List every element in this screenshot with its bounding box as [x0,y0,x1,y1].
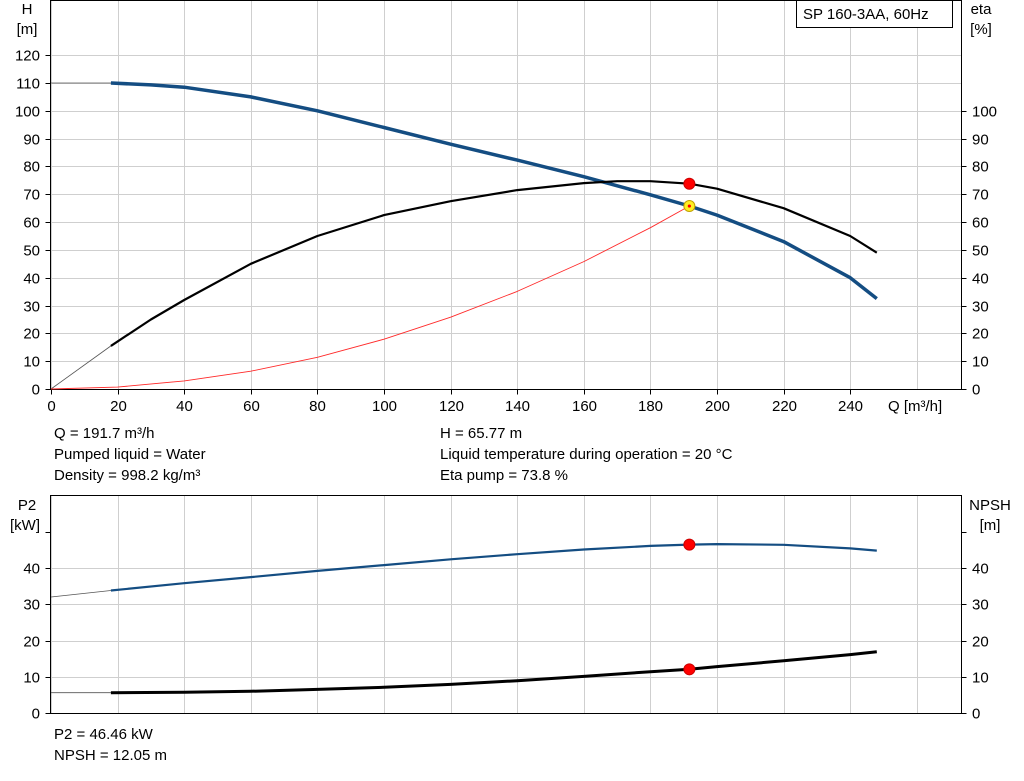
y-left-tick-label: 70 [23,187,40,204]
y-left-tick-label-bottom: 30 [23,597,40,614]
info-h: H = 65.77 m [440,425,523,442]
curve-eta-extension [50,345,112,390]
y-left-tick-label: 100 [15,104,40,121]
y-left-tick-label-bottom: 20 [23,634,40,651]
y-left-tick-label: 110 [16,76,40,93]
y-right-axis-label: eta [971,1,993,18]
y-right-tick-label-bottom: 0 [972,706,980,723]
y-left-tick-label-bottom: 10 [23,670,40,687]
y-left-tick-label-bottom: 0 [32,706,40,723]
y-right-tick-label: 70 [972,187,989,204]
y-left-tick-label: 90 [23,132,40,149]
y-left-axis-unit: [m] [17,21,38,38]
x-tick-label: 240 [838,398,863,415]
y-right-tick-label-bottom: 20 [972,634,989,651]
info-eta-pump: Eta pump = 73.8 % [440,467,568,484]
y-left-tick-label: 120 [15,48,40,65]
y-left-tick-label: 40 [23,271,40,288]
y-left-tick-label-bottom: 40 [23,561,40,578]
x-tick-label: 80 [309,398,326,415]
y-right-tick-label: 100 [972,104,997,121]
x-tick-label: 200 [705,398,730,415]
y-right-tick-label: 50 [972,243,989,260]
y-right-tick-label: 80 [972,159,989,176]
operating-point-p2 [683,538,696,551]
y-left-tick-label: 60 [23,215,40,232]
y-right-tick-label: 20 [972,326,989,343]
y-right-tick-label: 30 [972,299,989,316]
y-right-tick-label-bottom: 10 [972,670,989,687]
curve-p2-extension [50,590,111,598]
bottom-plot-frame [50,495,962,714]
y-right-axis-label-bottom: NPSH [969,497,1011,514]
y-left-tick-label: 80 [23,159,40,176]
info-density: Density = 998.2 kg/m³ [54,467,201,484]
y-right-tick-label-bottom: 40 [972,561,989,578]
x-tick-label: 140 [505,398,530,415]
y-left-axis-unit-bottom: [kW] [10,517,40,534]
y-left-tick-label: 0 [32,382,40,399]
x-tick-label: 220 [772,398,797,415]
curve-eta [110,180,878,347]
info-q: Q = 191.7 m³/h [54,425,155,442]
x-tick-label: 0 [47,398,55,415]
legend-title: SP 160-3AA, 60Hz [803,6,929,23]
operating-point-npsh [683,663,696,676]
curve-system [50,205,690,390]
y-right-axis-unit-bottom: [m] [980,517,1001,534]
y-left-tick-label: 50 [23,243,40,260]
x-tick-label: 120 [439,398,464,415]
y-right-axis-unit: [%] [970,21,992,38]
y-left-tick-label: 10 [23,354,40,371]
curve-head [110,81,878,300]
info-npsh: NPSH = 12.05 m [54,747,167,764]
curve-p2 [110,543,877,592]
x-tick-label: 100 [372,398,397,415]
y-right-tick-label: 90 [972,132,989,149]
info-p2: P2 = 46.46 kW [54,726,153,743]
x-tick-label: 40 [176,398,193,415]
info-liquid-temperature: Liquid temperature during operation = 20… [440,446,733,463]
x-tick-label: 20 [110,398,127,415]
operating-point-eta [683,177,696,190]
y-left-axis-label: H [22,1,33,18]
y-left-tick-label: 30 [23,299,40,316]
operating-point-center [687,204,691,208]
y-right-tick-label: 0 [972,382,980,399]
y-left-axis-label-bottom: P2 [18,497,36,514]
legend-box [796,0,953,28]
y-right-tick-label: 40 [972,271,989,288]
y-right-tick-label: 60 [972,215,989,232]
top-plot-frame [50,0,962,390]
x-axis-label: Q [m³/h] [888,398,942,415]
x-tick-label: 60 [243,398,260,415]
info-pumped-liquid: Pumped liquid = Water [54,446,206,463]
y-right-tick-label-bottom: 30 [972,597,989,614]
y-right-tick-label: 10 [972,354,989,371]
x-tick-label: 160 [572,398,597,415]
y-left-tick-label: 20 [23,326,40,343]
x-tick-label: 180 [638,398,663,415]
curve-npsh [110,650,877,695]
